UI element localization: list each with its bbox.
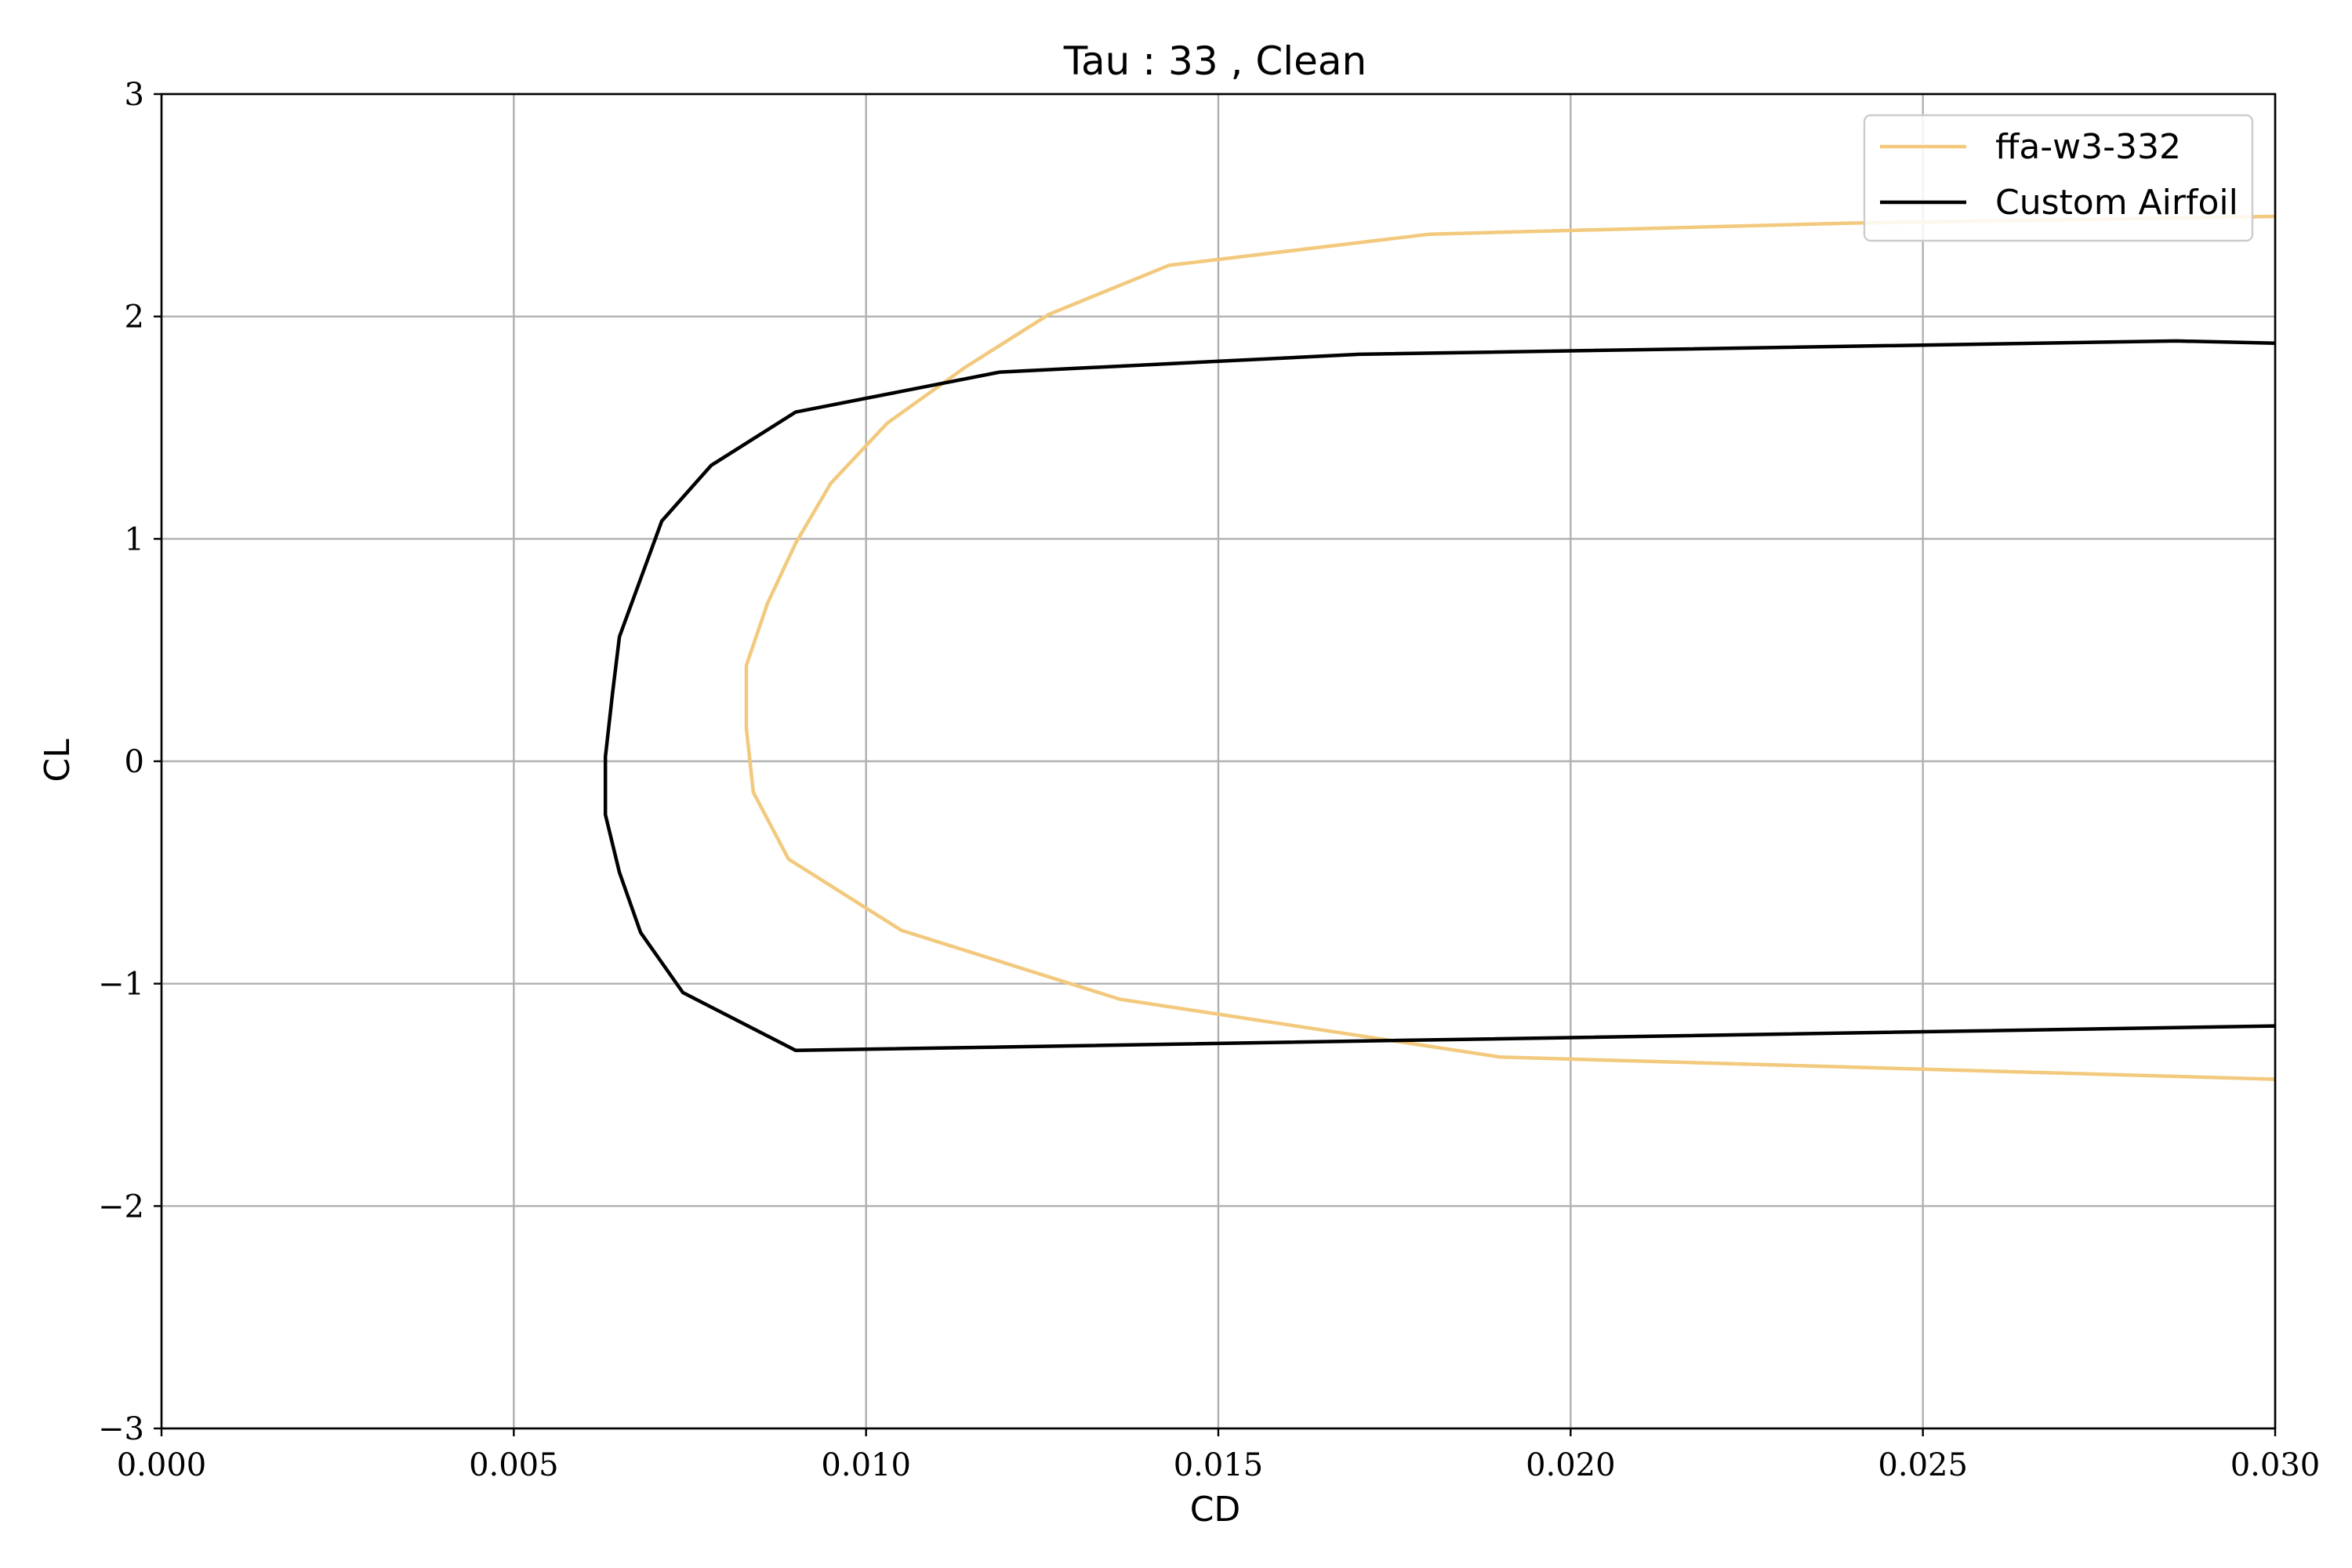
y-tick-label: 0 [125,744,144,780]
legend-label-custom-airfoil: Custom Airfoil [1995,183,2238,223]
y-tick-label: −3 [98,1411,144,1447]
legend: ffa-w3-332 Custom Airfoil [1863,114,2254,242]
x-tick-label: 0.020 [1526,1447,1616,1483]
grid-lines [160,93,2277,1430]
x-tick-label: 0.015 [1174,1447,1264,1483]
axis-ticks: 0.000 0.005 0.010 0.015 0.020 0.025 0.030 −3 −2 −… [98,77,2320,1483]
x-tick-label: 0.025 [1878,1447,1968,1483]
legend-label-ffa-w3-332: ffa-w3-332 [1995,127,2181,167]
y-tick-label: 1 [125,521,144,557]
x-axis-label: CD [1190,1490,1241,1530]
series-line-custom-airfoil [603,339,2276,1053]
x-tick-label: 0.030 [2230,1447,2321,1483]
y-axis-label: CL [38,739,78,782]
x-tick-label: 0.005 [469,1447,559,1483]
chart-title: Tau : 33 , Clean [1063,38,1367,84]
y-tick-label: −2 [98,1189,144,1225]
y-tick-label: −1 [98,967,144,1003]
series-line-ffa-w3-332 [744,214,2276,1081]
plot-series [603,214,2276,1081]
x-tick-label: 0.010 [821,1447,911,1483]
x-tick-label: 0.000 [117,1447,207,1483]
y-tick-label: 3 [125,77,144,113]
y-tick-label: 2 [125,299,144,336]
